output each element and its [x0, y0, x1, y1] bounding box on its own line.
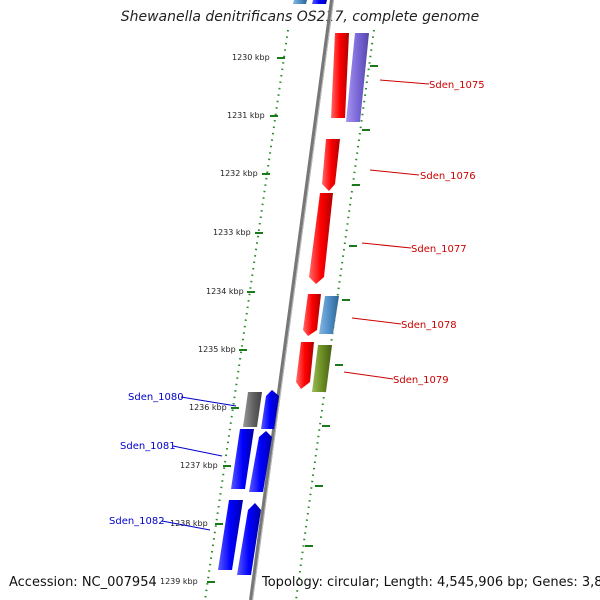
- tick-label: 1235 kbp: [198, 345, 236, 354]
- gene-partial[interactable]: [293, 0, 307, 4]
- gene-partial[interactable]: [312, 0, 327, 4]
- gene-label-Sden_1076[interactable]: Sden_1076: [420, 171, 476, 182]
- tick-label: 1236 kbp: [189, 403, 227, 412]
- gene-label-Sden_1080[interactable]: Sden_1080: [128, 392, 184, 403]
- map-title: Shewanella denitrificans OS217, complete…: [120, 9, 480, 25]
- tick-label: 1232 kbp: [220, 169, 258, 178]
- gene-Sden_1076[interactable]: [322, 139, 340, 191]
- tick-label: 1234 kbp: [206, 287, 244, 296]
- genome-summary-text: Topology: circular; Length: 4,545,906 bp…: [262, 575, 600, 590]
- tick-label: 1239 kbp: [160, 577, 198, 586]
- gene-Sden_1080[interactable]: [243, 390, 279, 429]
- tick-label: 1230 kbp: [232, 53, 270, 62]
- gene-Sden_1078[interactable]: [303, 294, 339, 336]
- tick-label: 1238 kbp: [170, 519, 208, 528]
- tick-label: 1233 kbp: [213, 228, 251, 237]
- gene-label-Sden_1078[interactable]: Sden_1078: [401, 320, 457, 331]
- scale-ticks: 1230 kbp 1231 kbp 1232 kbp 1233 kbp 1234…: [160, 53, 378, 586]
- gene-label-Sden_1081[interactable]: Sden_1081: [120, 441, 176, 452]
- gene-Sden_1077[interactable]: [309, 193, 333, 284]
- genome-backbone: [249, 0, 334, 600]
- gene-label-Sden_1075[interactable]: Sden_1075: [429, 80, 485, 91]
- gene-label-Sden_1079[interactable]: Sden_1079: [393, 375, 449, 386]
- gene-label-Sden_1077[interactable]: Sden_1077: [411, 244, 467, 255]
- tick-label: 1237 kbp: [180, 461, 218, 470]
- gene-Sden_1075[interactable]: [331, 33, 369, 122]
- gene-Sden_1079[interactable]: [296, 342, 332, 392]
- tick-label: 1231 kbp: [227, 111, 265, 120]
- gene-label-Sden_1082[interactable]: Sden_1082: [109, 516, 165, 527]
- gene-Sden_1081[interactable]: [231, 429, 272, 492]
- accession-text: Accession: NC_007954: [9, 575, 157, 590]
- gene-Sden_1082[interactable]: [218, 500, 261, 575]
